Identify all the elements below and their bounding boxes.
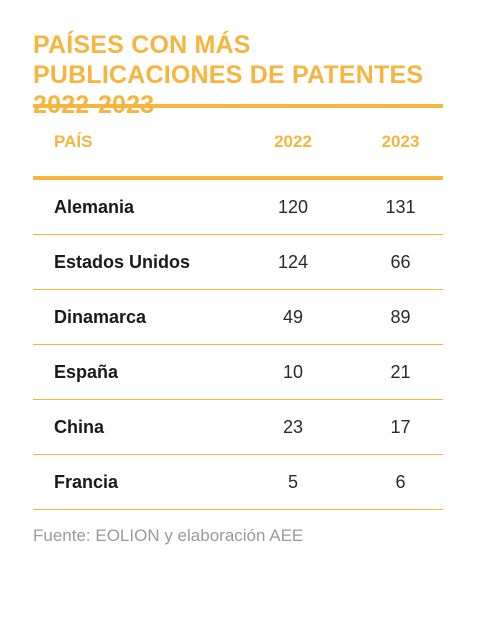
cell-2023: 66 — [390, 251, 411, 272]
chart-title: PAÍSES CON MÁS PUBLICACIONES DE PATENTES… — [33, 31, 424, 119]
table-row: Alemania 120 131 — [33, 180, 443, 235]
header-rule — [33, 176, 443, 180]
cell-2023: 6 — [395, 471, 406, 492]
cell-2023: 131 — [385, 196, 416, 217]
cell-2023: 21 — [390, 361, 411, 382]
cell-2022: 5 — [287, 471, 298, 492]
cell-2023: 89 — [390, 306, 411, 327]
cell-country: Estados Unidos — [54, 251, 191, 272]
cell-2022: 10 — [282, 361, 304, 382]
top-rule — [33, 104, 443, 108]
table-row: Estados Unidos 124 66 — [33, 235, 443, 290]
table-row: Dinamarca 49 89 — [33, 290, 443, 345]
table-header: PAÍS 2022 2023 — [33, 108, 443, 176]
cell-country: Alemania — [54, 196, 135, 217]
table-row: España 10 21 — [33, 345, 443, 400]
column-header-2022: 2022 — [274, 132, 312, 151]
cell-2022: 124 — [277, 251, 309, 272]
cell-country: China — [54, 416, 105, 437]
cell-country: Dinamarca — [54, 306, 147, 327]
table-row: China 23 17 — [33, 400, 443, 455]
cell-2022: 49 — [282, 306, 304, 327]
table-row: Francia 5 6 — [33, 455, 443, 510]
cell-2022: 23 — [282, 416, 304, 437]
cell-country: Francia — [54, 471, 119, 492]
cell-2022: 120 — [277, 196, 309, 217]
cell-2023: 17 — [390, 416, 411, 437]
column-header-country: PAÍS — [54, 132, 93, 151]
source-note: Fuente: EOLION y elaboración AEE — [33, 526, 304, 545]
cell-country: España — [54, 361, 119, 382]
column-header-2023: 2023 — [381, 132, 420, 151]
patents-table: PAÍS 2022 2023 Alemania 120 131 Estados … — [33, 104, 443, 510]
